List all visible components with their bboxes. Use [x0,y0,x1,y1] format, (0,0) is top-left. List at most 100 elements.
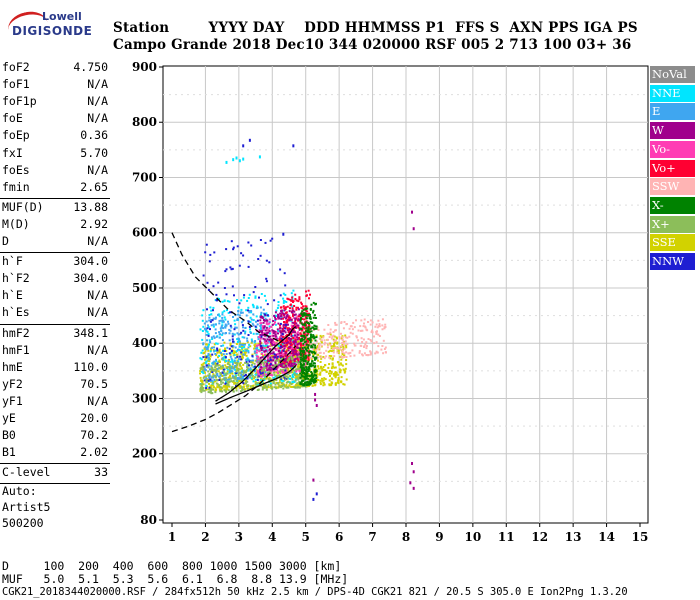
data-point [256,305,259,308]
data-point [301,347,304,350]
data-point [310,330,313,333]
data-point [280,382,283,384]
data-point [218,336,221,339]
data-point [279,346,282,349]
data-point [367,321,370,323]
data-point [224,379,227,382]
data-point [202,362,205,365]
data-point [262,329,265,332]
data-point [283,344,286,347]
data-point [311,360,314,363]
data-point [228,380,231,383]
data-point [351,328,354,331]
data-point [275,364,278,367]
data-point [232,158,235,162]
data-point [297,331,299,334]
data-point [237,333,240,336]
data-point [261,352,263,355]
data-point [244,327,247,329]
data-point [298,349,301,351]
data-point [279,385,282,388]
data-point [324,341,327,344]
param-value: N/A [87,234,108,248]
data-point [266,356,269,359]
data-point [247,241,250,244]
data-point [265,346,268,349]
data-point [334,375,337,378]
data-point [209,253,212,256]
data-point [208,319,211,322]
data-point [205,333,208,336]
data-point [375,332,378,335]
data-point [255,357,258,360]
data-point [265,277,268,280]
data-point [235,362,237,364]
data-point [260,361,263,364]
data-point [199,372,201,375]
data-point [204,361,207,364]
data-point [251,303,254,306]
data-point [283,316,286,319]
data-point [285,375,288,378]
data-point [301,334,304,337]
data-point [278,327,281,330]
data-point [378,325,381,328]
data-point [212,369,215,372]
data-point [307,377,309,380]
data-point [271,329,274,332]
data-point [274,336,277,339]
data-point [303,335,306,337]
data-point [312,326,315,329]
data-point [296,377,299,380]
param-row: D N/A [2,234,108,248]
data-point [293,341,296,344]
data-point [317,329,320,331]
data-point [262,361,265,364]
data-point [207,379,210,382]
data-point [275,338,278,341]
data-point [333,343,335,346]
data-point [256,378,259,381]
data-point [275,331,278,333]
data-point [333,345,336,348]
data-point [305,327,308,330]
legend-item: SSW [650,178,695,196]
data-point [360,319,363,322]
data-point [243,374,246,377]
data-point [289,342,292,345]
data-point [285,350,288,353]
data-point [337,378,340,381]
data-point [300,301,303,304]
data-point [277,366,280,369]
data-point [364,343,367,346]
data-point [234,381,237,384]
data-point [298,386,301,389]
data-point [339,337,341,340]
data-point [210,336,213,339]
param-row: B1 2.02 [2,445,108,459]
data-point [305,381,308,384]
data-point [236,332,239,335]
data-point [304,333,307,336]
data-point [223,389,226,392]
data-point [244,371,247,374]
data-point [312,368,315,371]
data-point [242,363,245,366]
data-point [212,388,214,391]
data-point [284,344,287,347]
data-point [273,330,276,333]
data-point [247,265,250,268]
data-point [263,386,266,389]
data-point [205,379,208,382]
data-point [256,358,259,361]
data-point [274,314,277,317]
data-point [265,280,268,283]
data-point [226,384,228,387]
data-point [258,364,261,367]
data-point [251,375,254,378]
data-point [377,319,380,322]
data-point [246,377,249,380]
data-point [348,335,351,338]
data-point [317,367,320,370]
data-point [203,379,206,382]
